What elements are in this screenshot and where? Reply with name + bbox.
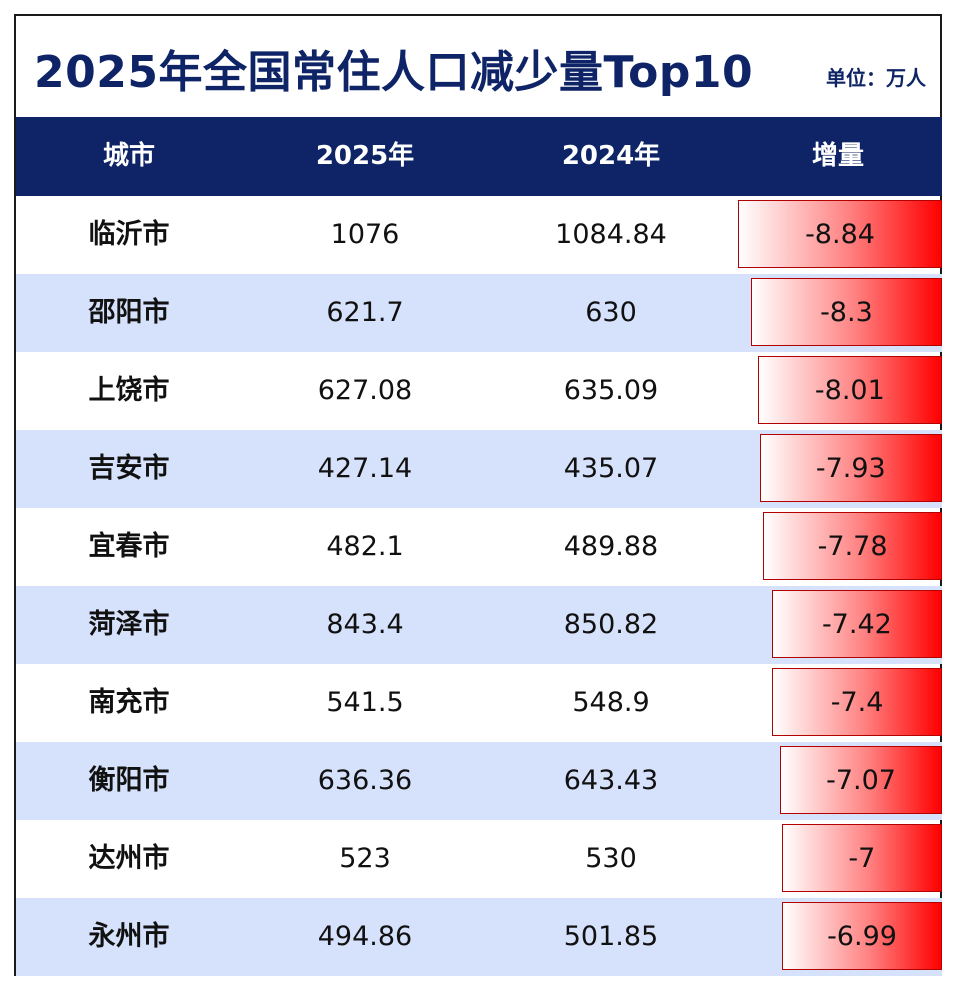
table-row: 上饶市 627.08 635.09 -8.01 [16, 352, 942, 430]
change-bar [781, 824, 942, 892]
change-bar [772, 668, 942, 736]
value-2024-cell: 850.82 [563, 609, 659, 640]
change-bar [757, 356, 942, 424]
value-2025-cell: 541.5 [326, 687, 404, 718]
table-row: 临沂市 1076 1084.84 -8.84 [16, 196, 942, 274]
value-2024-cell: 501.85 [563, 921, 659, 952]
change-value-cell: -7 [848, 843, 876, 874]
value-2024-cell: 530 [585, 843, 637, 874]
table-row: 南充市 541.5 548.9 -7.4 [16, 664, 942, 742]
change-value-cell: -8.01 [814, 375, 885, 406]
city-cell: 临沂市 [88, 219, 170, 250]
header-city: 城市 [102, 141, 155, 171]
value-2025-cell: 843.4 [326, 609, 404, 640]
city-cell: 宜春市 [88, 531, 170, 562]
value-2024-cell: 643.43 [563, 765, 659, 796]
value-2025-cell: 494.86 [317, 921, 413, 952]
change-value-cell: -7.93 [815, 453, 886, 484]
table-header: 城市 2025年 2024年 增量 [16, 117, 942, 196]
value-2025-cell: 621.7 [326, 297, 404, 328]
change-bar [771, 590, 942, 658]
table-row: 吉安市 427.14 435.07 -7.93 [16, 430, 942, 508]
value-2025-cell: 627.08 [317, 375, 413, 406]
city-cell: 吉安市 [88, 453, 170, 484]
city-cell: 达州市 [88, 843, 170, 874]
change-value-cell: -6.99 [827, 921, 897, 952]
change-value-cell: -7.4 [830, 687, 884, 718]
value-2025-cell: 636.36 [317, 765, 413, 796]
city-cell: 衡阳市 [88, 765, 170, 796]
change-bar [782, 902, 942, 970]
value-2025-cell: 523 [339, 843, 391, 874]
value-2025-cell: 1076 [330, 219, 400, 250]
value-2024-cell: 435.07 [563, 453, 659, 484]
change-value-cell: -7.78 [817, 531, 888, 562]
change-value-cell: -8.3 [820, 297, 873, 328]
table-row: 宜春市 482.1 489.88 -7.78 [16, 508, 942, 586]
change-value-cell: -8.84 [805, 219, 875, 250]
table-row: 邵阳市 621.7 630 -8.3 [16, 274, 942, 352]
city-cell: 永州市 [88, 921, 170, 952]
city-cell: 菏泽市 [88, 609, 170, 640]
change-value-cell: -7.07 [826, 765, 896, 796]
table-row: 永州市 494.86 501.85 -6.99 [16, 898, 942, 976]
change-bar [763, 512, 942, 580]
city-cell: 上饶市 [88, 375, 170, 406]
value-2024-cell: 630 [585, 297, 637, 328]
table-row: 衡阳市 636.36 643.43 -7.07 [16, 742, 942, 820]
change-value-cell: -7.42 [821, 609, 892, 640]
value-2025-cell: 427.14 [317, 453, 413, 484]
city-cell: 南充市 [88, 687, 170, 718]
city-cell: 邵阳市 [88, 297, 170, 328]
change-bar [738, 200, 942, 268]
value-2024-cell: 548.9 [572, 687, 650, 718]
table-row: 菏泽市 843.4 850.82 -7.42 [16, 586, 942, 664]
page-title: 2025年全国常住人口减少量Top10 [34, 47, 754, 98]
header-2025: 2025年 [315, 141, 415, 171]
change-bar [759, 434, 942, 502]
value-2024-cell: 635.09 [563, 375, 659, 406]
header-change: 增量 [811, 141, 864, 171]
value-2025-cell: 482.1 [326, 531, 404, 562]
change-bar [780, 746, 942, 814]
unit-label: 单位：万人 [826, 66, 926, 90]
value-2024-cell: 1084.84 [555, 219, 667, 250]
header-2024: 2024年 [561, 141, 661, 171]
change-bar [750, 278, 942, 346]
value-2024-cell: 489.88 [563, 531, 659, 562]
table-row: 达州市 523 530 -7 [16, 820, 942, 898]
